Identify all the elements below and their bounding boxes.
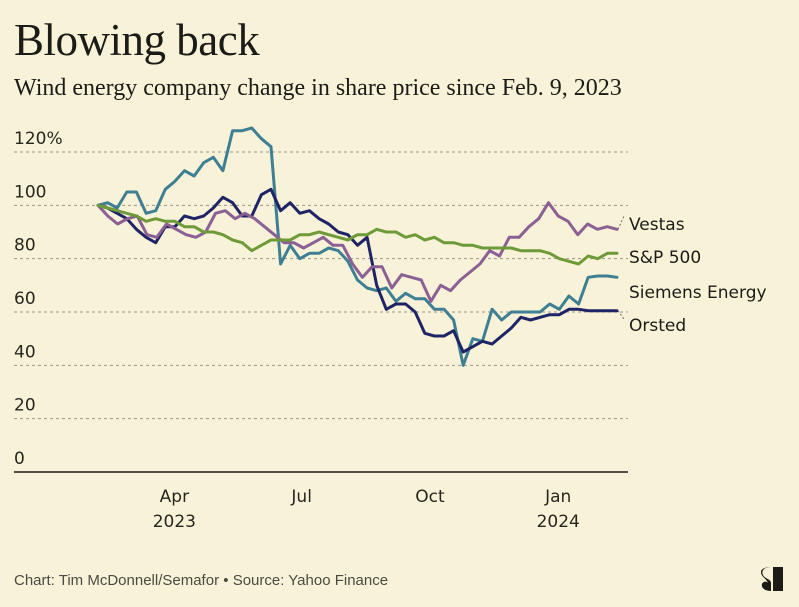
series-line-siemens-energy [96,126,619,367]
gridlines [14,151,628,420]
series-label-siemens-energy: Siemens Energy [629,283,767,303]
y-tick-label-60: 60 [14,289,36,309]
series-label-s-p-500: S&P 500 [629,248,701,268]
footer-separator: • [223,572,229,589]
y-tick-label-100: 100 [14,182,46,202]
y-tick-label-20: 20 [14,396,36,416]
x-tick-label-oct: Oct [415,487,445,507]
y-axis-ticks: 0 20 40 60 80 100 120% [14,129,63,469]
semafor-logo-icon [761,567,783,591]
y-tick-label-40: 40 [14,342,36,362]
leader-line-orsted [617,310,625,320]
chart-credit: Chart: Tim McDonnell/Semafor [14,572,220,589]
series-line-vestas [96,201,619,303]
series-label-vestas: Vestas [629,215,685,235]
x-tick-sublabel-2024: 2024 [537,512,580,532]
series-lines [96,126,619,367]
series-labels: Siemens Energy Orsted Vestas S&P 500 [617,215,767,336]
source-credit: Source: Yahoo Finance [232,572,389,589]
series-label-orsted: Orsted [629,316,686,336]
y-tick-label-80: 80 [14,236,36,256]
x-tick-label-jan: Jan [544,487,571,507]
series-line-s-p-500 [96,203,619,266]
chart-title: Blowing back [14,15,260,65]
footer: Chart: Tim McDonnell/Semafor • Source: Y… [14,572,388,589]
x-tick-label-jul: Jul [290,487,312,507]
x-tick-sublabel-2023: 2023 [153,512,196,532]
chart-subtitle: Wind energy company change in share pric… [14,75,622,101]
y-tick-label-120: 120% [14,129,63,149]
x-tick-label-apr: Apr [160,487,189,507]
leader-line-vestas [617,215,625,230]
x-axis-ticks: Apr 2023 Jul Oct Jan 2024 [153,487,580,532]
series-line-orsted [96,187,619,354]
y-tick-label-0: 0 [14,449,25,469]
